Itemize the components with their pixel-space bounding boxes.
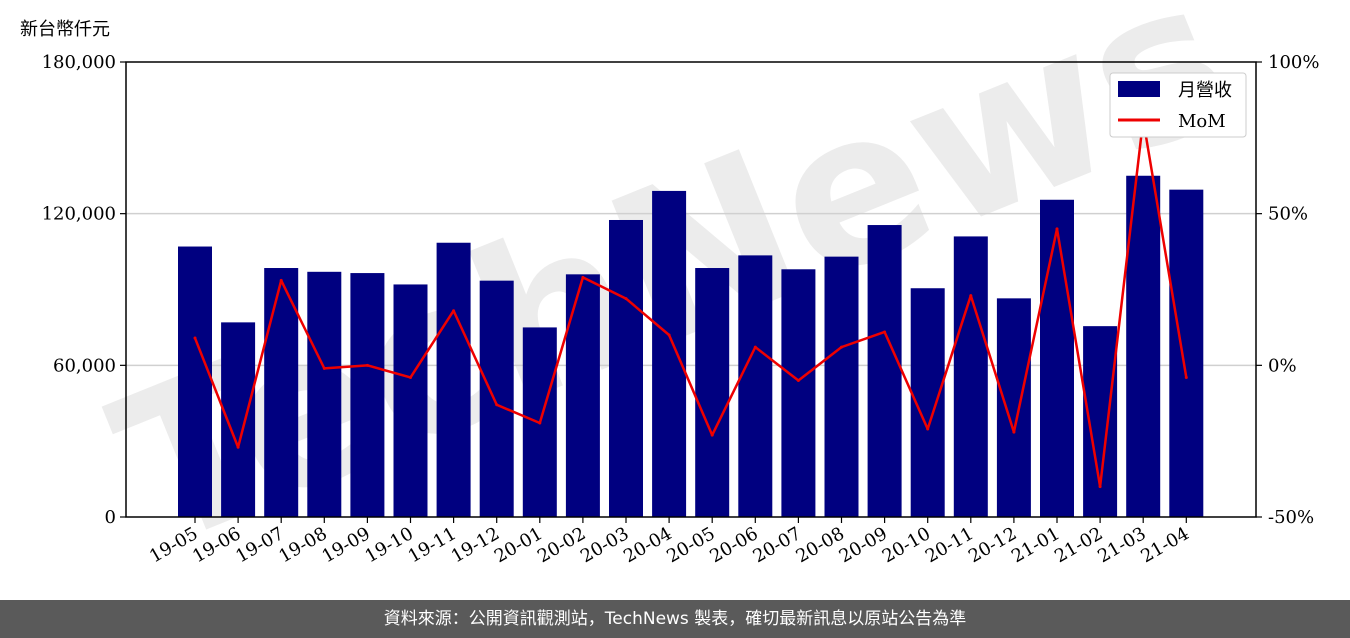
mom-point — [452, 309, 456, 313]
x-tick-label: 20-03 — [577, 523, 632, 567]
revenue-bar — [479, 280, 514, 517]
mom-point — [1098, 485, 1102, 489]
x-tick-label: 20-01 — [491, 523, 546, 567]
chart-svg: TechNews 19-0519-0619-0719-0819-0919-101… — [20, 0, 1319, 595]
mom-point — [796, 379, 800, 382]
legend-swatch-revenue — [1118, 81, 1160, 97]
revenue-bar — [178, 246, 212, 517]
revenue-bar — [652, 190, 687, 517]
revenue-bar — [953, 236, 988, 517]
x-tick-label: 21-04 — [1137, 523, 1192, 567]
mom-point — [279, 278, 283, 282]
x-tick-label: 20-08 — [793, 523, 848, 567]
revenue-bar — [436, 242, 471, 517]
legend: 月營收 MoM — [1109, 72, 1247, 138]
x-tick-label: 20-02 — [534, 523, 589, 567]
plot-frame — [125, 61, 1257, 518]
revenue-bar — [695, 268, 730, 517]
y-right-tick-label: -50% — [1268, 507, 1314, 528]
x-tick-label: 20-10 — [879, 523, 934, 567]
mom-point — [538, 421, 542, 425]
mom-point — [1184, 375, 1188, 379]
mom-point — [1055, 227, 1059, 231]
mom-series-line — [193, 118, 1188, 488]
x-tick-label: 20-12 — [965, 523, 1020, 567]
y-right-tick-label: 100% — [1268, 52, 1319, 73]
mom-point — [1012, 430, 1016, 434]
revenue-bar — [264, 268, 299, 517]
mom-point — [883, 330, 887, 334]
mom-point — [322, 366, 326, 370]
revenue-bar — [1126, 175, 1161, 517]
x-tick-label: 21-01 — [1008, 523, 1063, 567]
y-axis-left: 0 60,000 120,000 180,000 — [42, 52, 126, 528]
x-tick-label: 21-02 — [1051, 523, 1106, 567]
revenue-bar — [609, 219, 643, 517]
revenue-bar — [350, 273, 385, 517]
x-tick-label: 19-11 — [405, 523, 460, 567]
x-tick-label: 19-12 — [448, 523, 503, 567]
mom-point — [624, 297, 628, 301]
mom-point — [753, 345, 757, 349]
y-right-tick-label: 0% — [1268, 355, 1297, 376]
y-right-tick-label: 50% — [1268, 204, 1308, 225]
mom-point — [840, 345, 843, 349]
x-tick-label: 20-07 — [749, 523, 804, 567]
x-tick-label: 20-09 — [836, 523, 891, 567]
revenue-bar — [1169, 189, 1204, 517]
y-left-tick-label: 0 — [105, 507, 116, 528]
revenue-bar — [393, 284, 428, 517]
x-tick-label: 20-05 — [663, 523, 718, 567]
mom-point — [969, 294, 973, 298]
mom-point — [667, 333, 671, 337]
revenue-bar — [307, 271, 342, 517]
revenue-bar — [781, 269, 816, 517]
revenue-bar — [738, 255, 773, 517]
revenue-bar — [867, 225, 902, 517]
legend-label-mom: MoM — [1178, 111, 1226, 132]
revenue-bar — [824, 256, 859, 517]
y-left-tick-label: 180,000 — [42, 52, 116, 73]
revenue-bar — [1040, 199, 1074, 517]
mom-point — [365, 363, 369, 367]
mom-point — [495, 403, 499, 407]
revenue-bar — [565, 274, 600, 517]
mom-point — [236, 445, 240, 449]
mom-point — [581, 275, 585, 279]
x-tick-label: 19-10 — [362, 523, 417, 567]
x-tick-label: 21-03 — [1094, 523, 1149, 567]
mom-point — [409, 375, 412, 379]
mom-point — [193, 336, 197, 340]
y-left-tick-label: 60,000 — [53, 355, 116, 376]
revenue-bar — [996, 298, 1031, 517]
source-footer: 資料來源：公開資訊觀測站，TechNews 製表，確切最新訊息以原站公告為準 — [0, 600, 1350, 638]
x-tick-label: 20-04 — [620, 523, 675, 567]
revenue-bars — [178, 175, 1204, 517]
mom-point — [710, 433, 714, 437]
x-tick-label: 20-11 — [922, 523, 977, 567]
x-tick-label: 20-06 — [706, 523, 761, 567]
y-left-tick-label: 120,000 — [42, 204, 116, 225]
mom-line — [193, 118, 1188, 489]
mom-point — [926, 427, 930, 431]
y-axis-right: -50% 0% 50% 100% — [1256, 52, 1319, 528]
legend-label-revenue: 月營收 — [1178, 80, 1232, 101]
unit-label: 新台幣仟元 — [20, 19, 110, 40]
